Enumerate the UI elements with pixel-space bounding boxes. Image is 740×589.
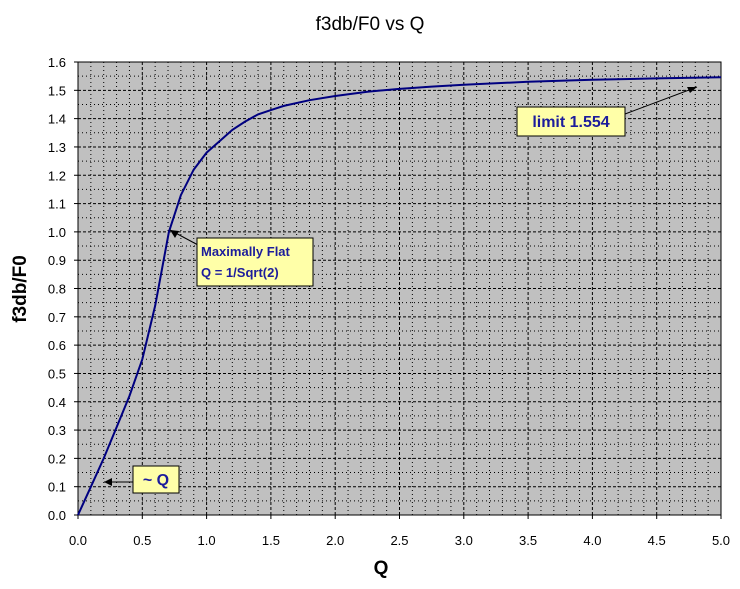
y-tick-label: 0.5 xyxy=(48,366,66,381)
major-gridlines xyxy=(78,62,721,515)
annotation-flat-line2: Q = 1/Sqrt(2) xyxy=(201,265,279,280)
annotation-flat-arrowhead xyxy=(170,230,179,238)
annotation-flat-box xyxy=(196,237,314,287)
y-axis-title: f3db/F0 xyxy=(10,255,31,323)
annotation-q-label: ~ Q xyxy=(143,472,169,489)
annotation-limit-box xyxy=(516,106,626,137)
y-tick-label: 0.2 xyxy=(48,451,66,466)
x-tick-label: 3.0 xyxy=(455,533,473,548)
annotation-maximally-flat: Maximally Flat Q = 1/Sqrt(2) xyxy=(169,229,314,287)
chart-title: f3db/F0 vs Q xyxy=(316,14,425,35)
x-tick-label: 3.5 xyxy=(519,533,537,548)
x-tick-label: 1.5 xyxy=(262,533,280,548)
series-line xyxy=(77,76,722,516)
y-tick-label: 1.1 xyxy=(48,197,66,212)
y-tick-label: 0.0 xyxy=(48,508,66,523)
y-tick-label: 0.1 xyxy=(48,480,66,495)
x-tick-label: 0.5 xyxy=(133,533,151,548)
annotation-limit-label: limit 1.554 xyxy=(532,114,609,131)
x-axis-title: Q xyxy=(374,558,389,579)
annotation-limit: limit 1.554 xyxy=(516,86,698,137)
annotation-q-box xyxy=(132,465,180,494)
y-tick-label: 0.7 xyxy=(48,310,66,325)
y-tick-label: 0.9 xyxy=(48,253,66,268)
y-tick-label: 0.6 xyxy=(48,338,66,353)
x-tick-label: 2.5 xyxy=(390,533,408,548)
y-tick-label: 0.3 xyxy=(48,423,66,438)
x-tick-label: 1.0 xyxy=(198,533,216,548)
annotation-limit-arrow xyxy=(624,86,698,115)
x-tick-label: 5.0 xyxy=(712,533,730,548)
x-tick-label: 4.0 xyxy=(583,533,601,548)
y-tick-label: 0.4 xyxy=(48,395,66,410)
y-tick-label: 1.5 xyxy=(48,83,66,98)
y-tick-label: 1.0 xyxy=(48,225,66,240)
y-tick-label: 1.4 xyxy=(48,112,66,127)
x-axis-tick-labels: 0.0 0.5 1.0 1.5 2.0 2.5 3.0 3.5 4.0 4.5 5.0 xyxy=(69,515,730,548)
annotation-flat-line1: Maximally Flat xyxy=(201,244,291,259)
x-tick-label: 2.0 xyxy=(326,533,344,548)
y-tick-label: 1.2 xyxy=(48,168,66,183)
y-tick-label: 1.3 xyxy=(48,140,66,155)
y-tick-label: 0.8 xyxy=(48,282,66,297)
annotation-approx-q: ~ Q xyxy=(104,465,180,494)
y-tick-label: 1.6 xyxy=(48,55,66,70)
x-tick-label: 0.0 xyxy=(69,533,87,548)
annotation-q-arrowhead xyxy=(104,478,112,486)
y-axis-tick-labels: 0.0 0.1 0.2 0.3 0.4 0.5 0.6 0.7 0.8 0.9 1.0 1.1 1.2 1… xyxy=(48,55,78,523)
x-tick-label: 4.5 xyxy=(648,533,666,548)
annotation-limit-arrowhead xyxy=(687,87,697,93)
